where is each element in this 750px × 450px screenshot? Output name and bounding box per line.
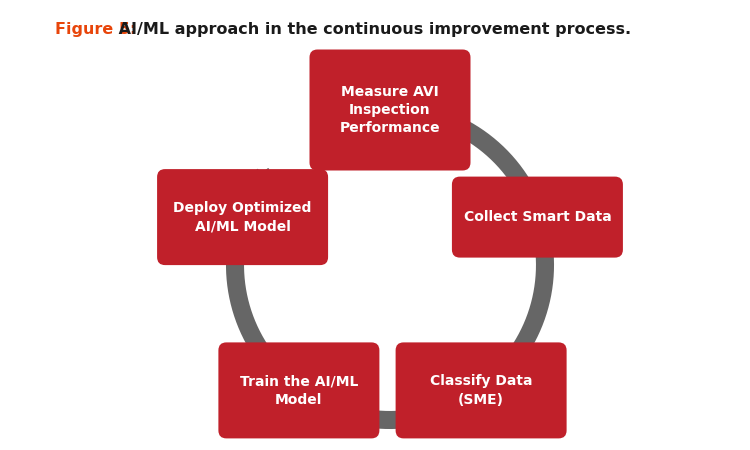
Text: Classify Data
(SME): Classify Data (SME) <box>430 374 532 407</box>
FancyBboxPatch shape <box>452 176 623 257</box>
Text: Collect Smart Data: Collect Smart Data <box>464 210 611 224</box>
Polygon shape <box>245 169 268 196</box>
Text: Figure 5:: Figure 5: <box>55 22 136 37</box>
FancyBboxPatch shape <box>218 342 380 438</box>
Text: AI/ML approach in the continuous improvement process.: AI/ML approach in the continuous improve… <box>113 22 632 37</box>
FancyBboxPatch shape <box>310 50 470 171</box>
FancyBboxPatch shape <box>395 342 566 438</box>
Text: Deploy Optimized
AI/ML Model: Deploy Optimized AI/ML Model <box>173 201 312 233</box>
Text: Train the AI/ML
Model: Train the AI/ML Model <box>240 374 358 407</box>
FancyBboxPatch shape <box>157 169 328 265</box>
Text: Measure AVI
Inspection
Performance: Measure AVI Inspection Performance <box>340 85 440 135</box>
